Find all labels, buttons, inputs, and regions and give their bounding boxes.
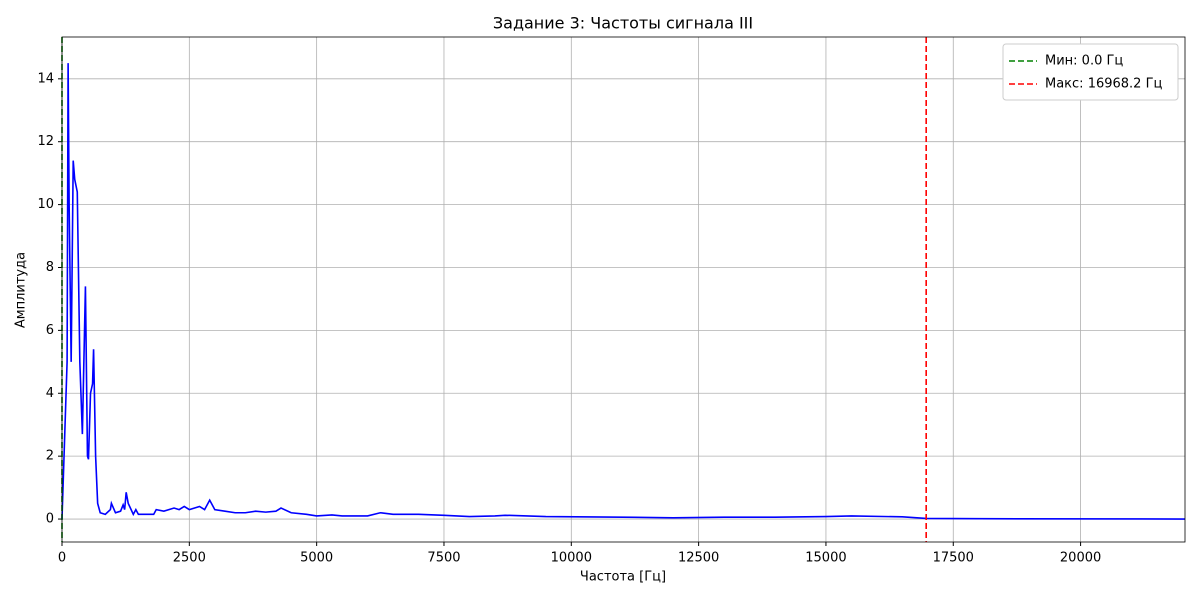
x-tick-label: 17500	[933, 551, 974, 566]
x-tick-label: 20000	[1060, 551, 1101, 566]
y-tick-label: 4	[46, 386, 54, 401]
legend-label: Макс: 16968.2 Гц	[1045, 77, 1163, 92]
y-tick-label: 10	[37, 197, 54, 212]
plot-frame	[61, 36, 1186, 543]
legend-box	[1002, 43, 1179, 101]
y-tick-label: 0	[46, 512, 54, 527]
x-tick-label: 0	[58, 551, 66, 566]
legend-label: Мин: 0.0 Гц	[1045, 54, 1123, 69]
y-tick-label: 8	[46, 260, 54, 275]
y-tick-label: 6	[46, 323, 54, 338]
x-tick-label: 15000	[805, 551, 846, 566]
x-tick-label: 2500	[173, 551, 206, 566]
y-tick-label: 2	[46, 449, 54, 464]
x-tick-label: 12500	[678, 551, 719, 566]
y-axis-label: Амплитуда	[14, 252, 29, 328]
x-tick-label: 5000	[300, 551, 333, 566]
x-axis-label: Частота [Гц]	[580, 570, 666, 585]
line-series	[61, 63, 1186, 520]
x-tick-label: 10000	[551, 551, 592, 566]
x-tick-label: 7500	[427, 551, 460, 566]
y-tick-label: 12	[37, 134, 54, 149]
chart-title: Задание 3: Частоты сигнала III	[493, 14, 753, 33]
y-tick-label: 14	[37, 71, 54, 86]
